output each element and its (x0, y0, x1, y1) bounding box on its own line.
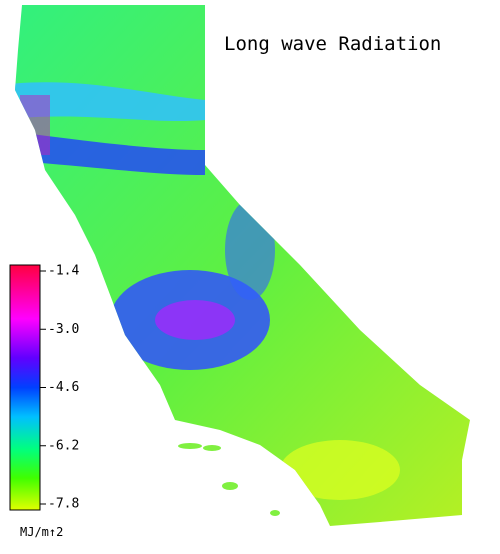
colorbar-tick-label: -3.0 (48, 322, 79, 337)
colorbar (9, 264, 41, 511)
colorbar-tick-label: -7.8 (48, 497, 79, 512)
colorbar-tick-label: -1.4 (48, 264, 79, 279)
colorbar-tick-label: -6.2 (48, 438, 79, 453)
colorbar-unit: MJ/m↑2 (20, 525, 63, 539)
islands (178, 443, 280, 516)
map-title: Long wave Radiation (224, 33, 441, 55)
colorbar-tick-label: -4.6 (48, 380, 79, 395)
